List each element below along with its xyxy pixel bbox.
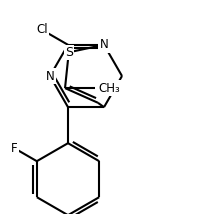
Text: F: F [11,142,18,155]
Text: Cl: Cl [36,23,48,36]
Text: N: N [100,38,108,51]
Text: N: N [46,70,54,83]
Text: CH₃: CH₃ [98,82,120,95]
Text: S: S [65,46,73,59]
